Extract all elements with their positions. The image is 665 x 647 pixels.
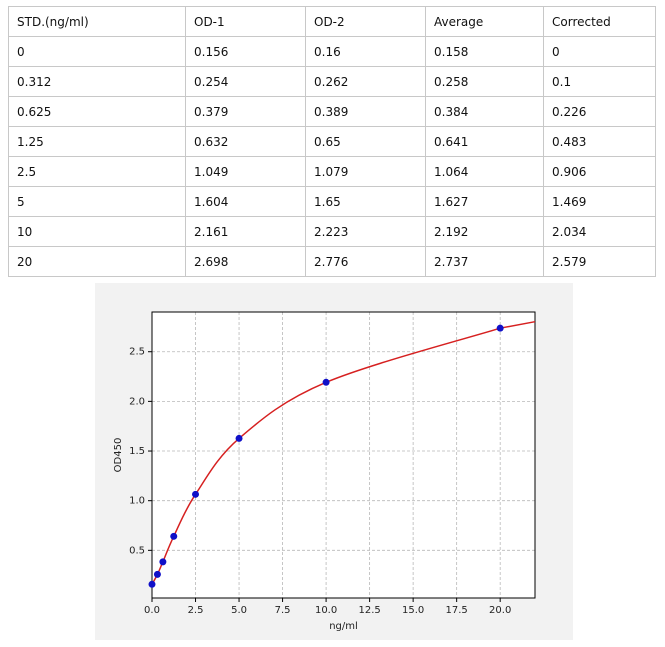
table-cell: 2.579 bbox=[543, 246, 656, 277]
data-table: STD.(ng/ml) OD-1 OD-2 Average Corrected 0 0.15… bbox=[8, 6, 656, 277]
table-row: 0 0.156 0.16 0.158 0 bbox=[8, 36, 656, 67]
table-cell: 2.776 bbox=[305, 246, 426, 277]
table-cell: 0.906 bbox=[543, 156, 656, 187]
table-cell: 1.064 bbox=[425, 156, 544, 187]
x-tick-label: 12.5 bbox=[358, 605, 380, 616]
data-point bbox=[192, 490, 200, 498]
data-point bbox=[235, 434, 243, 442]
axes-frame bbox=[151, 311, 536, 599]
table-cell: 0.16 bbox=[305, 36, 426, 67]
table-row: 0.312 0.254 0.262 0.258 0.1 bbox=[8, 66, 656, 97]
y-tick-label: 1.5 bbox=[129, 446, 145, 457]
table-cell: 20 bbox=[8, 246, 186, 277]
table-row: 0.625 0.379 0.389 0.384 0.226 bbox=[8, 96, 656, 127]
table-cell: 2.737 bbox=[425, 246, 544, 277]
table-cell: 0.65 bbox=[305, 126, 426, 157]
table-cell: 1.079 bbox=[305, 156, 426, 187]
data-point bbox=[159, 558, 167, 566]
table-cell: 1.65 bbox=[305, 186, 426, 217]
table-cell: 0.641 bbox=[425, 126, 544, 157]
x-tick-label: 10.0 bbox=[315, 605, 337, 616]
table-row: 1.25 0.632 0.65 0.641 0.483 bbox=[8, 126, 656, 157]
table-cell: 2.223 bbox=[305, 216, 426, 247]
data-point bbox=[153, 570, 161, 578]
table-cell: 0.156 bbox=[185, 36, 306, 67]
table-cell: 2.161 bbox=[185, 216, 306, 247]
x-tick-label: 17.5 bbox=[446, 605, 468, 616]
table-cell: 1.469 bbox=[543, 186, 656, 217]
plot-area bbox=[152, 312, 535, 598]
data-point bbox=[148, 580, 156, 588]
y-tick-label: 2.5 bbox=[129, 347, 145, 358]
x-tick-label: 7.5 bbox=[275, 605, 291, 616]
y-tick-label: 1.0 bbox=[129, 496, 145, 507]
table-cell: 0.632 bbox=[185, 126, 306, 157]
table-cell: 1.25 bbox=[8, 126, 186, 157]
table-cell: Average bbox=[425, 6, 544, 37]
header-row: STD.(ng/ml) OD-1 OD-2 Average Corrected bbox=[8, 6, 656, 37]
x-tick-label: 5.0 bbox=[231, 605, 247, 616]
table-row: 2.5 1.049 1.079 1.064 0.906 bbox=[8, 156, 656, 187]
y-tick-label: 0.5 bbox=[129, 545, 145, 556]
table-row: 5 1.604 1.65 1.627 1.469 bbox=[8, 186, 656, 217]
table-cell: Corrected bbox=[543, 6, 656, 37]
table-row: 20 2.698 2.776 2.737 2.579 bbox=[8, 246, 656, 277]
table-cell: 0.312 bbox=[8, 66, 186, 97]
x-tick-label: 2.5 bbox=[188, 605, 204, 616]
table-cell: 2.034 bbox=[543, 216, 656, 247]
table-row: 10 2.161 2.223 2.192 2.034 bbox=[8, 216, 656, 247]
table-cell: 10 bbox=[8, 216, 186, 247]
table-cell: 0.258 bbox=[425, 66, 544, 97]
y-tick-label: 2.0 bbox=[129, 396, 145, 407]
y-axis-label: OD450 bbox=[113, 438, 124, 473]
data-point bbox=[170, 532, 178, 540]
data-point bbox=[322, 378, 330, 386]
table-cell: 0.379 bbox=[185, 96, 306, 127]
table-cell: 2.698 bbox=[185, 246, 306, 277]
data-point bbox=[496, 324, 504, 332]
x-tick-label: 20.0 bbox=[489, 605, 511, 616]
table-cell: 1.604 bbox=[185, 186, 306, 217]
x-tick-label: 15.0 bbox=[402, 605, 424, 616]
x-axis-label: ng/ml bbox=[329, 621, 358, 632]
x-tick-label: 0.0 bbox=[144, 605, 160, 616]
table-cell: 0.384 bbox=[425, 96, 544, 127]
table-cell: 1.627 bbox=[425, 186, 544, 217]
table-cell: STD.(ng/ml) bbox=[8, 6, 186, 37]
table-cell: OD-1 bbox=[185, 6, 306, 37]
